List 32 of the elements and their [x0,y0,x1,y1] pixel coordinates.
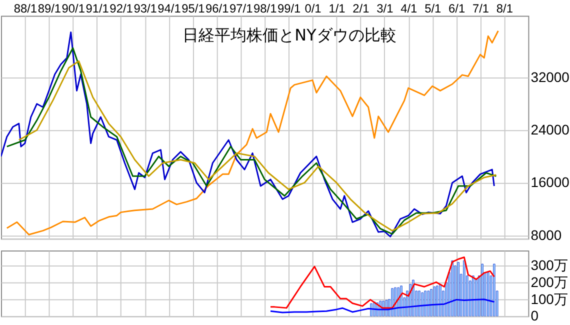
x-tick-label: 93/1 [134,1,158,16]
x-tick-label: 91/1 [86,1,110,16]
x-tick-label: 5/1 [424,1,442,16]
x-tick-label: 98/1 [253,1,278,16]
x-tick-label: 7/1 [472,1,490,16]
text: 日経平均株価とNYダウの比較 [182,26,396,45]
x-tick-label: 97/1 [230,1,254,16]
x-tick-label: 94/1 [158,1,182,16]
y-tick-label: 16000 [530,174,570,190]
y-tick-label: 200万 [530,274,568,290]
x-tick-label: 90/1 [62,1,86,16]
x-tick-label: 8/1 [496,1,514,16]
x-tick-label: 96/1 [206,1,230,16]
y-tick-label: 0 [530,308,539,324]
x-tick-label: 92/1 [110,1,134,16]
x-tick-label: 1/1 [328,1,346,16]
y-tick-label: 32000 [530,69,570,86]
x-tick-label: 95/1 [182,1,206,16]
y-tick-label: 100万 [530,290,568,307]
x-tick-label: 2/1 [352,1,370,16]
x-tick-label: 89/1 [38,1,62,16]
x-tick-label: 99/1 [277,1,302,16]
x-tick-label: 4/1 [400,1,418,16]
y-tick-label: 300万 [530,257,568,274]
x-tick-label: 0/1 [304,1,322,16]
line-series [270,298,495,314]
line-series [270,256,495,309]
y-tick-label: 24000 [530,122,570,138]
y-tick-label: 8000 [530,226,562,243]
x-tick-label: 88/1 [14,1,38,16]
x-tick-label: 6/1 [448,1,466,16]
x-tick-label: 3/1 [376,1,394,16]
